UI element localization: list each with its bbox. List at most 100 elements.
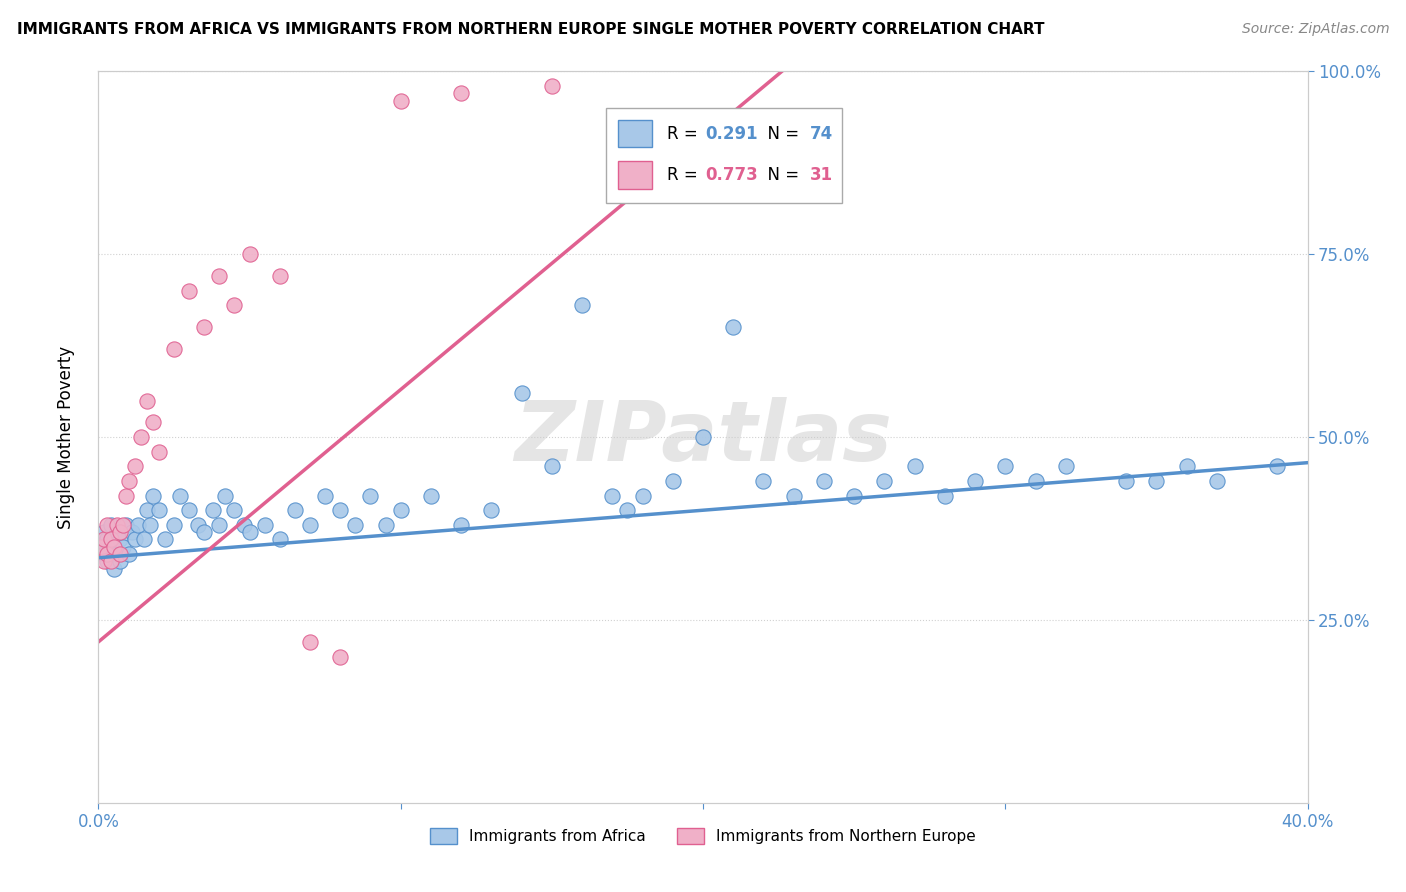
Point: [934, 489, 956, 503]
Point: [239, 525, 262, 540]
Point: [93, 547, 115, 561]
Point: [96, 517, 118, 532]
Point: [994, 459, 1017, 474]
Text: 31: 31: [810, 166, 832, 185]
Point: [105, 547, 128, 561]
Point: [111, 540, 134, 554]
Point: [232, 517, 254, 532]
Point: [96, 554, 118, 568]
Point: [813, 474, 835, 488]
Point: [103, 562, 125, 576]
Point: [132, 533, 155, 547]
Point: [661, 474, 683, 488]
Point: [100, 517, 122, 532]
FancyBboxPatch shape: [619, 161, 652, 189]
Point: [202, 503, 225, 517]
Point: [269, 533, 291, 547]
Point: [111, 517, 134, 532]
Point: [253, 517, 276, 532]
Point: [148, 503, 170, 517]
Point: [103, 540, 125, 554]
Point: [631, 489, 654, 503]
Point: [105, 525, 128, 540]
Point: [723, 320, 745, 334]
Point: [329, 503, 352, 517]
Text: R =: R =: [666, 125, 703, 143]
Point: [118, 474, 141, 488]
Point: [208, 517, 231, 532]
Point: [100, 554, 122, 568]
Point: [783, 489, 806, 503]
Point: [481, 503, 503, 517]
Point: [100, 540, 122, 554]
Point: [239, 247, 262, 261]
Point: [269, 269, 291, 284]
Point: [93, 533, 115, 547]
Point: [124, 533, 146, 547]
Text: 0.291: 0.291: [706, 125, 758, 143]
Point: [314, 489, 336, 503]
Point: [224, 503, 246, 517]
Point: [1115, 474, 1137, 488]
Point: [139, 517, 162, 532]
Text: IMMIGRANTS FROM AFRICA VS IMMIGRANTS FROM NORTHERN EUROPE SINGLE MOTHER POVERTY : IMMIGRANTS FROM AFRICA VS IMMIGRANTS FRO…: [17, 22, 1045, 37]
Point: [96, 533, 118, 547]
Point: [214, 489, 236, 503]
Point: [124, 459, 146, 474]
Point: [142, 489, 165, 503]
Point: [114, 489, 136, 503]
Point: [873, 474, 896, 488]
Text: R =: R =: [666, 166, 703, 185]
Point: [193, 525, 215, 540]
Point: [108, 533, 131, 547]
FancyBboxPatch shape: [619, 120, 652, 147]
Point: [389, 503, 412, 517]
Text: 74: 74: [810, 125, 832, 143]
Text: N =: N =: [758, 125, 804, 143]
Point: [135, 393, 157, 408]
Point: [148, 444, 170, 458]
FancyBboxPatch shape: [606, 108, 842, 203]
Text: N =: N =: [758, 166, 804, 185]
Point: [1024, 474, 1046, 488]
Point: [193, 320, 215, 334]
Point: [602, 489, 624, 503]
Point: [965, 474, 987, 488]
Point: [90, 540, 112, 554]
Point: [142, 416, 165, 430]
Point: [420, 489, 443, 503]
Point: [187, 517, 209, 532]
Point: [1054, 459, 1077, 474]
Point: [540, 78, 562, 93]
Point: [105, 517, 128, 532]
Point: [1267, 459, 1289, 474]
Point: [114, 517, 136, 532]
Point: [1175, 459, 1198, 474]
Point: [374, 517, 396, 532]
Point: [692, 430, 714, 444]
Point: [299, 517, 322, 532]
Point: [179, 503, 201, 517]
Point: [389, 94, 412, 108]
Point: [153, 533, 176, 547]
Point: [1206, 474, 1229, 488]
Point: [208, 269, 231, 284]
Point: [329, 649, 352, 664]
Text: 0.773: 0.773: [706, 166, 758, 185]
Point: [96, 547, 118, 561]
Point: [904, 459, 927, 474]
Text: ZIPatlas: ZIPatlas: [515, 397, 891, 477]
Point: [118, 547, 141, 561]
Point: [103, 533, 125, 547]
Point: [571, 298, 593, 312]
Point: [450, 517, 472, 532]
Point: [284, 503, 307, 517]
Point: [360, 489, 382, 503]
Point: [93, 525, 115, 540]
Point: [135, 503, 157, 517]
Point: [299, 635, 322, 649]
Point: [540, 459, 562, 474]
Point: [224, 298, 246, 312]
Point: [752, 474, 775, 488]
Point: [163, 517, 186, 532]
